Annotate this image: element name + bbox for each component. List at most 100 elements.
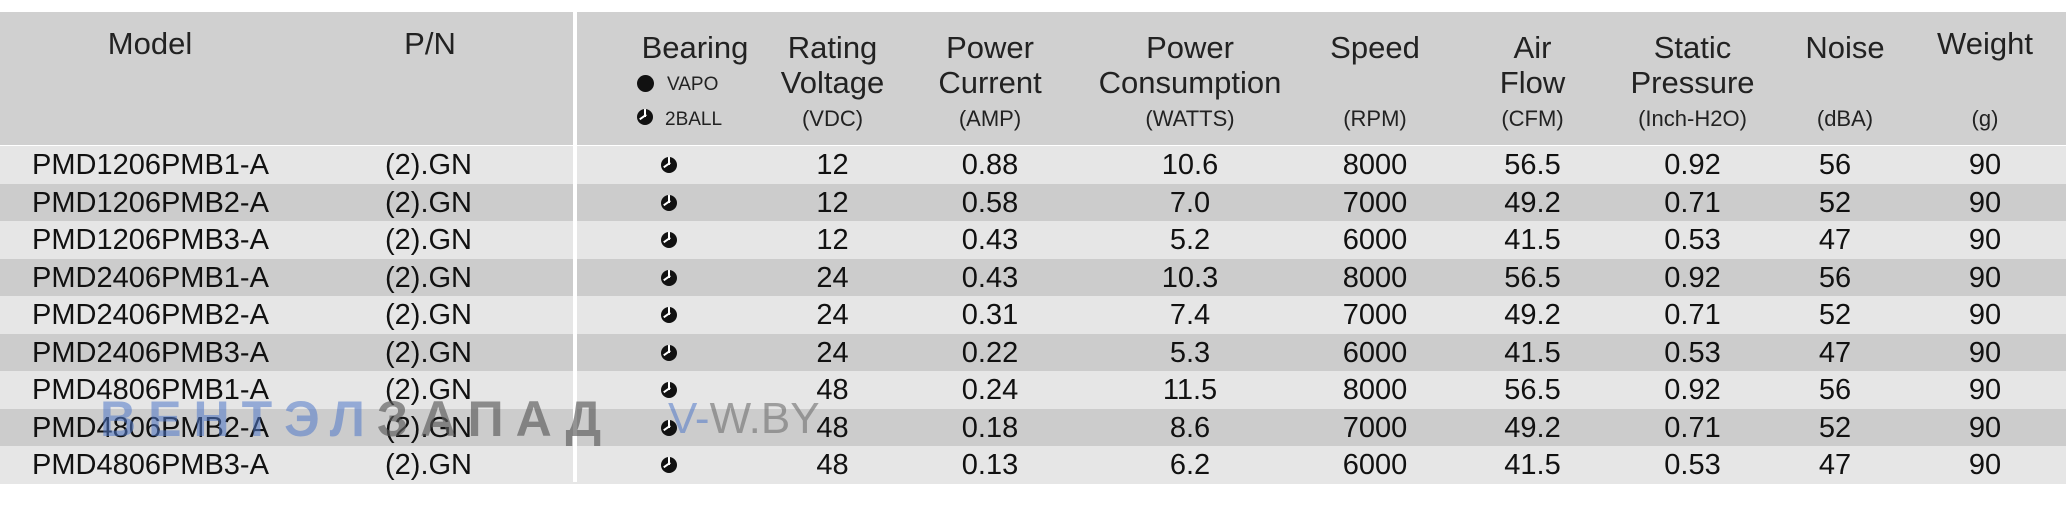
cell-voltage: 12 — [816, 224, 849, 256]
cell-speed: 6000 — [1342, 449, 1408, 481]
cell-model: PMD2406PMB3-A — [32, 336, 269, 369]
cell-voltage: 24 — [816, 299, 849, 331]
cell-speed: 7000 — [1342, 411, 1408, 444]
cell-noise: 52 — [1818, 299, 1852, 331]
cell-model: PMD2406PMB2-A — [32, 299, 269, 331]
cell-voltage: 12 — [816, 149, 849, 181]
watermark-part1: ВЕНТЭЛ — [100, 391, 377, 447]
cell-pn: (2).GN — [385, 149, 472, 181]
cell-airflow: 56.5 — [1504, 261, 1561, 294]
unit-noise: (dBA) — [1816, 106, 1874, 131]
cell-pressure: 0.92 — [1664, 261, 1721, 294]
cell-noise: 56 — [1818, 374, 1852, 406]
table-row: PMD1206PMB2-A (2).GN 12 0.58 7.0 7000 49.2 0.71… — [0, 183, 2066, 221]
header-airflow-line1: Air — [1513, 30, 1552, 65]
table-row: PMD1206PMB1-A (2).GN 12 0.88 10.6 8000 56.5 0.9… — [0, 146, 2066, 184]
cell-speed: 8000 — [1342, 374, 1408, 406]
cell-airflow: 49.2 — [1504, 299, 1561, 331]
table-row: PMD4806PMB2-A (2).GN 48 0.18 8.6 7000 49.2 0.71… — [0, 408, 2066, 446]
cell-airflow: 41.5 — [1504, 449, 1561, 481]
cell-model: PMD1206PMB3-A — [32, 224, 269, 256]
cell-consumption: 7.4 — [1169, 299, 1211, 331]
cell-speed: 8000 — [1342, 261, 1408, 294]
cell-noise: 47 — [1818, 449, 1852, 481]
header-current-line2: Current — [938, 65, 1042, 100]
table-row: PMD2406PMB3-A (2).GN 24 0.22 5.3 6000 41.5 0.53… — [0, 333, 2066, 371]
cell-weight: 90 — [1968, 374, 2002, 406]
cell-model: PMD1206PMB2-A — [32, 186, 269, 219]
cell-weight: 90 — [1968, 149, 2002, 181]
table-row: PMD2406PMB1-A (2).GN 24 0.43 10.3 8000 56.5 0.9… — [0, 258, 2066, 296]
2ball-icon — [661, 419, 677, 436]
header-noise: Noise — [1805, 30, 1885, 65]
cell-speed: 7000 — [1342, 186, 1408, 219]
cell-voltage: 48 — [816, 411, 849, 444]
table-row: PMD2406PMB2-A (2).GN 24 0.31 7.4 7000 49.2 0.71… — [0, 296, 2066, 334]
cell-consumption: 5.3 — [1169, 336, 1211, 369]
table-header: Model P/N Bearing VAPO 2BALL Rating Volt… — [0, 12, 2066, 145]
cell-model: PMD2406PMB1-A — [32, 261, 269, 294]
table-row: PMD4806PMB3-A (2).GN 48 0.13 6.2 6000 41.5 0.53… — [0, 446, 2066, 484]
cell-current: 0.31 — [961, 299, 1019, 331]
cell-consumption: 6.2 — [1169, 449, 1211, 481]
cell-airflow: 56.5 — [1504, 374, 1561, 406]
cell-consumption: 10.3 — [1161, 261, 1219, 294]
cell-weight: 90 — [1968, 186, 2002, 219]
cell-pn: (2).GN — [385, 374, 472, 406]
cell-consumption: 11.5 — [1162, 374, 1218, 406]
cell-noise: 56 — [1818, 261, 1852, 294]
2ball-icon — [661, 194, 677, 211]
cell-noise: 52 — [1818, 411, 1852, 444]
cell-airflow: 49.2 — [1504, 186, 1561, 219]
unit-consumption: (WATTS) — [1145, 106, 1235, 131]
unit-weight: (g) — [1971, 106, 1999, 131]
cell-current: 0.43 — [961, 261, 1019, 294]
2ball-icon — [661, 269, 677, 286]
cell-pressure: 0.92 — [1664, 149, 1721, 181]
cell-current: 0.22 — [961, 336, 1019, 369]
cell-current: 0.13 — [961, 449, 1019, 481]
cell-speed: 6000 — [1342, 336, 1408, 369]
cell-voltage: 24 — [816, 336, 849, 369]
header-current-line1: Power — [946, 30, 1034, 65]
cell-weight: 90 — [1968, 299, 2002, 331]
header-pn: P/N — [404, 26, 456, 61]
header-pressure-line1: Static — [1653, 30, 1732, 65]
cell-voltage: 24 — [816, 261, 849, 294]
cell-voltage: 12 — [816, 186, 849, 219]
unit-speed: (RPM) — [1343, 106, 1407, 131]
2ball-icon — [661, 157, 677, 173]
legend-vapo: VAPO — [667, 74, 719, 95]
cell-pressure: 0.53 — [1664, 224, 1721, 256]
cell-model: PMD4806PMB1-A — [32, 374, 269, 406]
2ball-icon — [661, 382, 677, 398]
cell-weight: 90 — [1968, 261, 2002, 294]
2ball-icon — [661, 307, 677, 323]
header-weight: Weight — [1937, 26, 2033, 61]
watermark-brand: ВЕНТЭЛЗАПАД — [100, 390, 613, 448]
cell-airflow: 49.2 — [1504, 411, 1561, 444]
cell-model: PMD4806PMB3-A — [32, 449, 269, 481]
2ball-icon — [661, 344, 677, 361]
cell-current: 0.18 — [961, 411, 1019, 444]
cell-voltage: 48 — [816, 449, 849, 481]
header-voltage-line2: Voltage — [780, 65, 885, 100]
column-divider — [573, 12, 577, 482]
cell-pressure: 0.71 — [1664, 186, 1721, 219]
unit-current: (AMP) — [958, 106, 1022, 131]
cell-model: PMD4806PMB2-A — [32, 411, 269, 444]
cell-pressure: 0.71 — [1664, 411, 1721, 444]
cell-consumption: 7.0 — [1169, 186, 1211, 219]
cell-speed: 8000 — [1342, 149, 1408, 181]
table-row: PMD1206PMB3-A (2).GN 12 0.43 5.2 6000 41.5 0.53… — [0, 221, 2066, 259]
cell-current: 0.88 — [961, 149, 1019, 181]
watermark-site: V-W.BY — [668, 394, 820, 444]
cell-pressure: 0.53 — [1664, 449, 1721, 481]
watermark-part2: ЗАПАД — [376, 391, 614, 447]
cell-airflow: 41.5 — [1504, 336, 1561, 369]
2ball-icon — [661, 457, 677, 473]
cell-weight: 90 — [1968, 449, 2002, 481]
cell-speed: 7000 — [1342, 299, 1408, 331]
cell-noise: 47 — [1818, 336, 1852, 369]
cell-consumption: 8.6 — [1169, 411, 1211, 444]
